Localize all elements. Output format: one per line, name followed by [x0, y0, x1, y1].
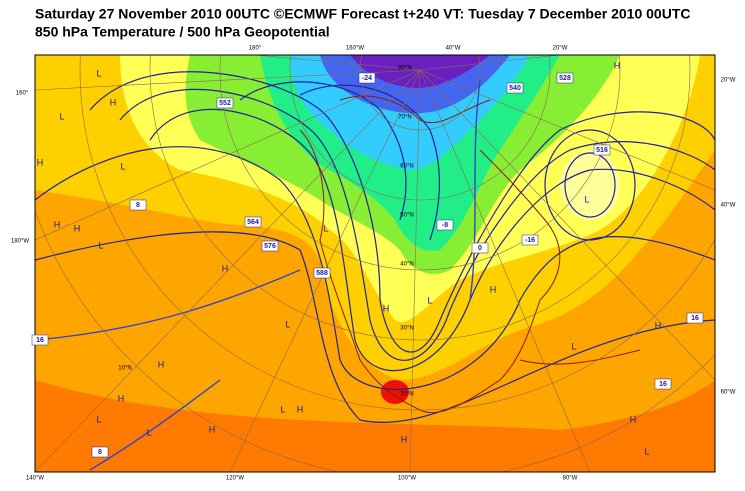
pressure-center: L: [571, 341, 576, 351]
contour-label-box: [261, 240, 279, 252]
longitude-label: 180°: [249, 46, 262, 52]
longitude-label: 40°W: [721, 203, 736, 209]
contour-label: 588: [316, 270, 328, 277]
longitude-label: 40°W: [446, 46, 461, 52]
contour-label-box: [506, 82, 524, 94]
temperature-contours: [35, 79, 481, 471]
contour-label: 16: [659, 381, 667, 388]
contour-label-box: [216, 97, 234, 109]
pressure-center: H: [110, 97, 117, 107]
contour-label-box: [686, 312, 704, 324]
contour-label-box: [244, 216, 262, 228]
longitude-label: 20°W: [721, 78, 736, 84]
longitude-label: 20°W: [553, 46, 568, 52]
pressure-center: H: [383, 303, 390, 313]
pressure-center: H: [158, 359, 165, 369]
pressure-center: H: [37, 157, 44, 167]
temp-band: [560, 150, 620, 220]
pressure-center: H: [490, 284, 497, 294]
contour-label-box: [593, 144, 611, 156]
contour-label-box: [31, 334, 49, 346]
pressure-center: L: [427, 295, 432, 305]
pressure-center: H: [118, 393, 125, 403]
pressure-center: L: [96, 414, 101, 424]
temp-band: [381, 380, 409, 404]
contour-label: 8: [98, 449, 102, 456]
longitude-label: 80°W: [563, 476, 578, 482]
contour-label-box: [556, 72, 574, 84]
longitude-label: 180°W: [11, 239, 29, 245]
pressure-center: H: [401, 434, 408, 444]
map-frame: [34, 54, 716, 473]
longitude-label: 100°W: [398, 476, 416, 482]
contour-label: 16: [691, 315, 699, 322]
latitude-label: 30°N: [400, 326, 413, 332]
contour-label: -24: [362, 75, 372, 82]
title: Saturday 27 November 2010 00UTC ©ECMWF F…: [35, 6, 691, 22]
contour-label: 564: [247, 219, 259, 226]
contour-label: 576: [264, 243, 276, 250]
latitude-label: 70°N: [398, 115, 411, 121]
latitude-label: 20°N: [400, 392, 413, 398]
pressure-center: L: [584, 194, 589, 204]
longitude-label: 160°W: [346, 46, 364, 52]
longitude-label: 60°W: [721, 390, 736, 396]
pressure-center: H: [297, 404, 304, 414]
geopotential-contours: [35, 71, 715, 423]
longitude-label: 120°W: [226, 476, 244, 482]
contour-label: 528: [559, 75, 571, 82]
pressure-center: H: [630, 414, 637, 424]
contour-label-box: [471, 242, 489, 254]
contour-label: -8: [442, 222, 448, 229]
longitude-label: 160°: [16, 91, 29, 97]
pressure-center: L: [146, 427, 151, 437]
contour-label-box: [129, 199, 147, 211]
pressure-center: H: [655, 320, 662, 330]
pressure-center: H: [209, 424, 216, 434]
contour-label-box: [358, 72, 376, 84]
latitude-label: 10°N: [118, 366, 131, 372]
pressure-center: L: [98, 240, 103, 250]
pressure-center: H: [222, 263, 229, 273]
pressure-center: L: [644, 446, 649, 456]
pressure-center: L: [59, 111, 64, 121]
contour-label: 16: [36, 337, 44, 344]
subtitle: 850 hPa Temperature / 500 hPa Geopotenti…: [35, 24, 330, 40]
contour-label: 516: [596, 147, 608, 154]
pressure-center: L: [280, 404, 285, 414]
pressure-center: H: [74, 223, 81, 233]
pressure-center: H: [614, 60, 621, 70]
latitude-label: 80°N: [398, 66, 411, 72]
contour-label-box: [436, 219, 454, 231]
graticule: [35, 55, 715, 472]
contour-label: 0: [478, 245, 482, 252]
pressure-center: L: [96, 68, 101, 78]
longitude-label: 140°W: [26, 476, 44, 482]
contour-label: 8: [136, 202, 140, 209]
contour-label: 540: [509, 85, 521, 92]
latitude-label: 40°N: [400, 262, 413, 268]
latitude-label: 50°N: [400, 213, 413, 219]
contour-label-box: [91, 446, 109, 458]
contour-label-box: [521, 234, 539, 246]
contour-label: 552: [219, 100, 231, 107]
temp-band: [35, 380, 715, 472]
contour-label: -16: [525, 237, 535, 244]
latitude-label: 60°N: [400, 164, 413, 170]
pressure-center: L: [323, 223, 328, 233]
pressure-center: L: [285, 319, 290, 329]
pressure-center: H: [54, 219, 61, 229]
pressure-center: L: [120, 161, 125, 171]
map-area: [35, 55, 715, 472]
contour-label-box: [654, 378, 672, 390]
contour-label-box: [313, 267, 331, 279]
